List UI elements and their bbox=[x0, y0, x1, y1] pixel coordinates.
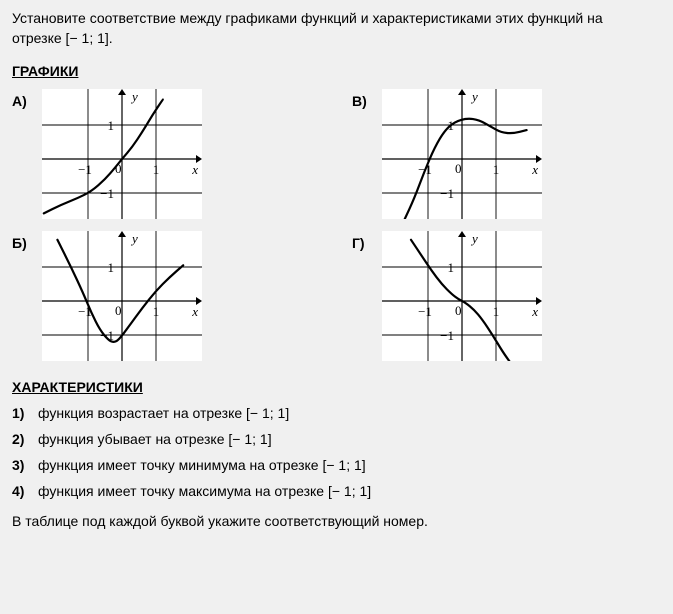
svg-text:1: 1 bbox=[493, 304, 500, 319]
graph-v: yx11−1−10 bbox=[382, 89, 542, 219]
svg-text:1: 1 bbox=[153, 304, 160, 319]
characteristics-list: 1) функция возрастает на отрезке [− 1; 1… bbox=[12, 405, 661, 499]
prompt-line2-prefix: отрезке bbox=[12, 30, 66, 46]
svg-text:−1: −1 bbox=[418, 304, 432, 319]
graph-cell-g: Г) yx11−1−10 bbox=[352, 231, 662, 361]
char-text: функция убывает на отрезке [− 1; 1] bbox=[38, 431, 272, 447]
svg-text:−1: −1 bbox=[100, 328, 114, 343]
svg-text:−1: −1 bbox=[78, 304, 92, 319]
prompt-line1: Установите соответствие между графиками … bbox=[12, 10, 603, 26]
graph-b: yx11−1−10 bbox=[42, 231, 202, 361]
characteristic-item: 1) функция возрастает на отрезке [− 1; 1… bbox=[12, 405, 661, 421]
char-text: функция имеет точку минимума на отрезке … bbox=[38, 457, 366, 473]
svg-text:x: x bbox=[531, 162, 538, 177]
svg-text:0: 0 bbox=[455, 303, 462, 318]
graph-g: yx11−1−10 bbox=[382, 231, 542, 361]
footer-instruction: В таблице под каждой буквой укажите соот… bbox=[12, 513, 661, 529]
svg-text:−1: −1 bbox=[440, 328, 454, 343]
svg-text:y: y bbox=[470, 231, 478, 246]
graph-cell-a: А) yx11−1−10 bbox=[12, 89, 322, 219]
svg-text:−1: −1 bbox=[78, 162, 92, 177]
svg-text:−1: −1 bbox=[440, 186, 454, 201]
characteristics-heading: ХАРАКТЕРИСТИКИ bbox=[12, 379, 661, 395]
prompt-interval: [− 1; 1]. bbox=[66, 30, 113, 46]
svg-text:−1: −1 bbox=[100, 186, 114, 201]
char-num: 2) bbox=[12, 431, 38, 447]
characteristic-item: 4) функция имеет точку максимума на отре… bbox=[12, 483, 661, 499]
graph-label-v: В) bbox=[352, 93, 372, 109]
svg-text:x: x bbox=[191, 162, 198, 177]
svg-text:1: 1 bbox=[493, 162, 500, 177]
char-num: 3) bbox=[12, 457, 38, 473]
svg-text:1: 1 bbox=[448, 260, 455, 275]
svg-text:0: 0 bbox=[115, 161, 122, 176]
svg-text:x: x bbox=[191, 304, 198, 319]
graph-cell-b: Б) yx11−1−10 bbox=[12, 231, 322, 361]
svg-text:1: 1 bbox=[448, 118, 455, 133]
svg-text:0: 0 bbox=[115, 303, 122, 318]
svg-text:1: 1 bbox=[153, 162, 160, 177]
graphs-heading: ГРАФИКИ bbox=[12, 63, 661, 79]
graph-a: yx11−1−10 bbox=[42, 89, 202, 219]
graph-label-a: А) bbox=[12, 93, 32, 109]
char-num: 1) bbox=[12, 405, 38, 421]
svg-text:1: 1 bbox=[108, 118, 115, 133]
svg-text:y: y bbox=[470, 89, 478, 104]
char-text: функция имеет точку максимума на отрезке… bbox=[38, 483, 371, 499]
characteristic-item: 2) функция убывает на отрезке [− 1; 1] bbox=[12, 431, 661, 447]
svg-text:1: 1 bbox=[108, 260, 115, 275]
svg-text:x: x bbox=[531, 304, 538, 319]
graphs-grid: А) yx11−1−10 В) yx11−1−10 Б) yx11−1−10 Г… bbox=[12, 89, 661, 361]
svg-text:y: y bbox=[130, 231, 138, 246]
graph-cell-v: В) yx11−1−10 bbox=[352, 89, 662, 219]
char-num: 4) bbox=[12, 483, 38, 499]
svg-text:−1: −1 bbox=[418, 162, 432, 177]
task-prompt: Установите соответствие между графиками … bbox=[12, 8, 661, 49]
svg-text:0: 0 bbox=[455, 161, 462, 176]
char-text: функция возрастает на отрезке [− 1; 1] bbox=[38, 405, 289, 421]
graph-label-g: Г) bbox=[352, 235, 372, 251]
characteristic-item: 3) функция имеет точку минимума на отрез… bbox=[12, 457, 661, 473]
svg-text:y: y bbox=[130, 89, 138, 104]
graph-label-b: Б) bbox=[12, 235, 32, 251]
